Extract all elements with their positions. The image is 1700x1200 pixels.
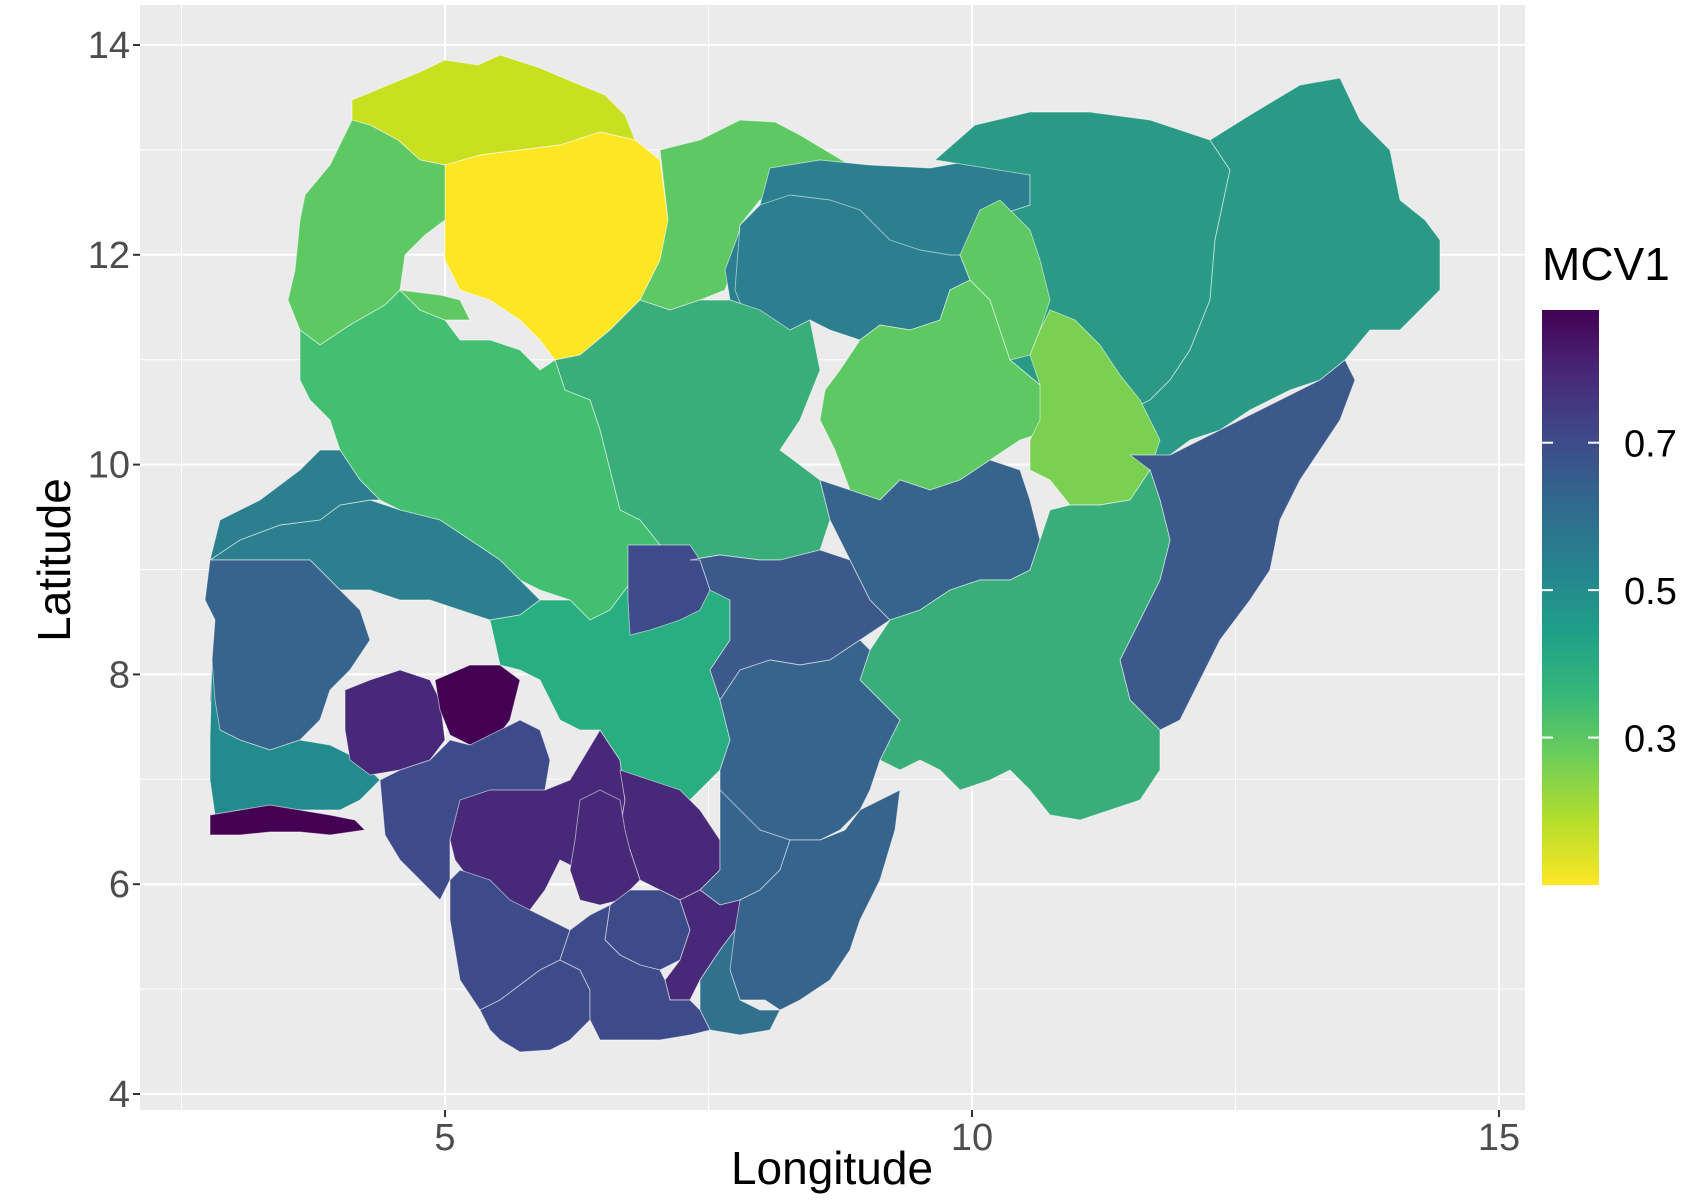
- region-fct: [627, 544, 711, 636]
- y-tick-label: 12: [88, 235, 130, 277]
- y-axis-title: Latitude: [28, 478, 80, 642]
- legend-tick-label: 0.7: [1624, 424, 1677, 466]
- legend-colorbar: [1542, 310, 1599, 885]
- y-tick-label: 4: [109, 1074, 130, 1116]
- x-tick-label: 5: [434, 1117, 455, 1159]
- region-lagos: [209, 804, 366, 836]
- y-tick-label: 14: [88, 25, 130, 67]
- x-tick-label: 10: [951, 1117, 993, 1159]
- legend-ticks: 0.3 0.5 0.7: [1542, 424, 1677, 761]
- region-kwara-n: [398, 289, 471, 321]
- x-axis-title: Longitude: [731, 1142, 933, 1194]
- x-tick-label: 15: [1478, 1117, 1520, 1159]
- region-ogun: [209, 659, 381, 816]
- legend: MCV1 0.3 0.5 0.7: [1542, 238, 1677, 885]
- y-tick-label: 8: [109, 654, 130, 696]
- region-borno: [1098, 77, 1441, 461]
- axis-tick-labels: 5 10 15 4 6 8 10 12 14: [88, 25, 1520, 1159]
- region-kwara-w: [209, 449, 382, 562]
- axis-ticks: [133, 44, 1500, 1117]
- legend-tick-label: 0.3: [1624, 719, 1677, 761]
- y-tick-label: 6: [109, 864, 130, 906]
- region-benue: [719, 639, 901, 841]
- region-osun: [344, 669, 446, 776]
- legend-tick-label: 0.5: [1624, 571, 1677, 613]
- map-regions: [204, 54, 1441, 1053]
- y-tick-label: 10: [88, 445, 130, 487]
- legend-title: MCV1: [1542, 238, 1670, 290]
- region-rivers: [559, 904, 711, 1041]
